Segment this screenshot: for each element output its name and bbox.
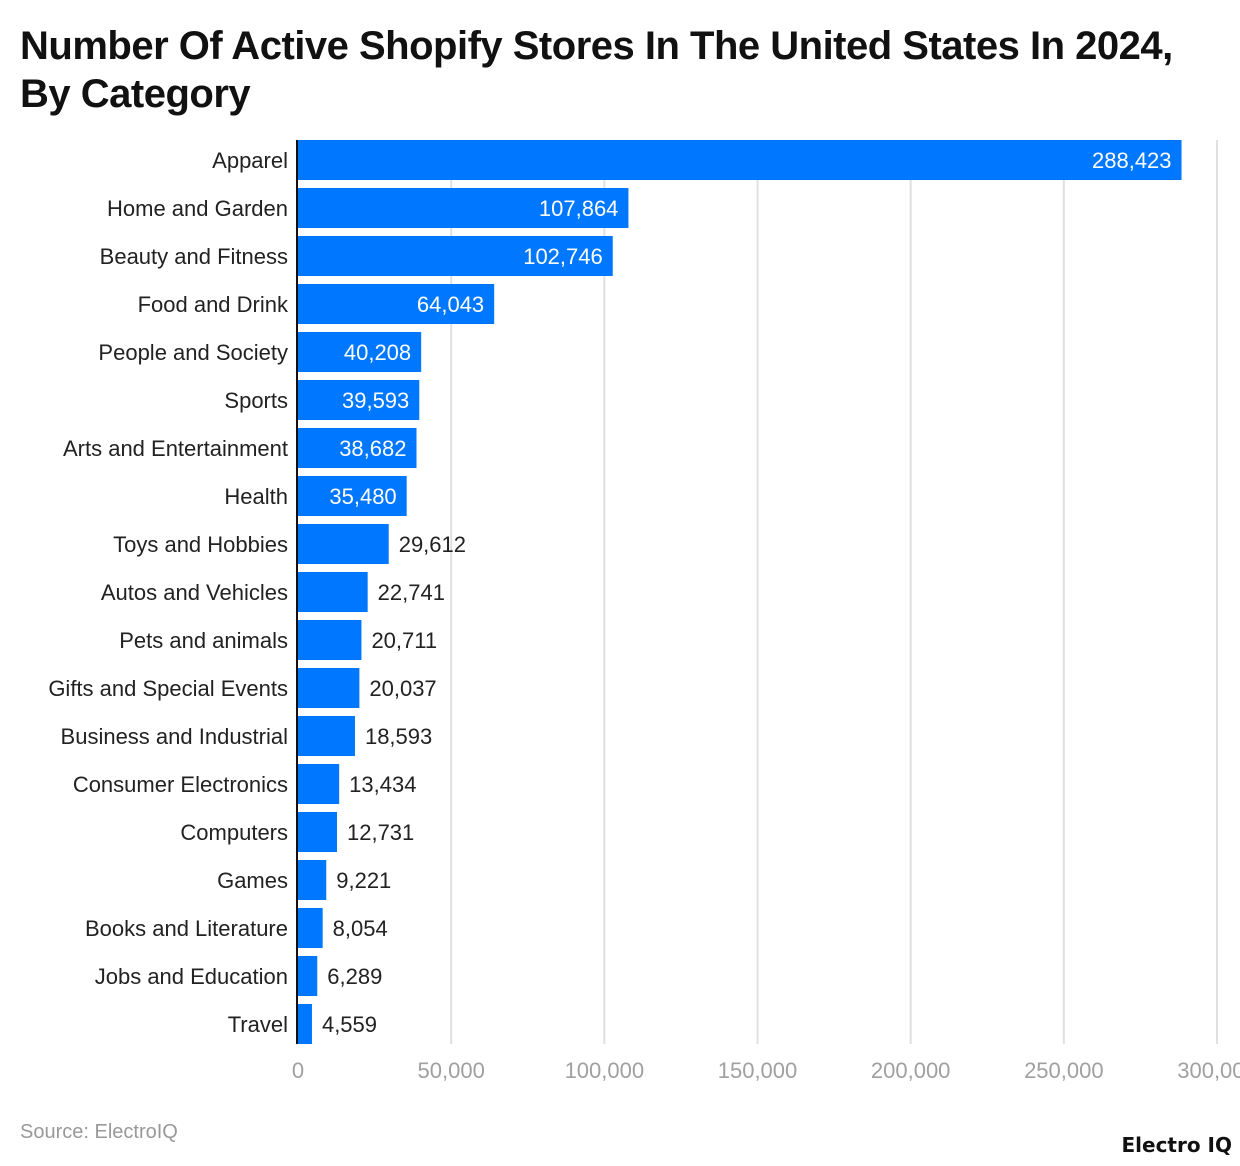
category-label: Pets and animals	[119, 628, 288, 653]
chart-title: Number Of Active Shopify Stores In The U…	[20, 24, 1173, 116]
value-label: 39,593	[342, 388, 409, 413]
category-label: Travel	[228, 1012, 288, 1037]
category-label: Food and Drink	[138, 292, 289, 317]
x-tick-label: 250,000	[1024, 1058, 1104, 1083]
category-label: Beauty and Fitness	[100, 244, 288, 269]
value-label: 20,711	[371, 628, 437, 653]
category-label: Gifts and Special Events	[48, 676, 288, 701]
value-label: 29,612	[399, 532, 466, 557]
value-label: 35,480	[329, 484, 396, 509]
bar	[298, 188, 629, 228]
value-label: 8,054	[333, 916, 388, 941]
bar	[298, 380, 420, 420]
category-label: Health	[224, 484, 288, 509]
category-label: Jobs and Education	[95, 964, 288, 989]
value-label: 9,221	[336, 868, 391, 893]
value-label: 38,682	[339, 436, 406, 461]
bar	[298, 860, 327, 900]
bar	[298, 524, 389, 564]
bar	[298, 716, 355, 756]
category-label: Consumer Electronics	[73, 772, 288, 797]
value-label: 20,037	[369, 676, 436, 701]
bar	[298, 284, 495, 324]
value-label: 107,864	[539, 196, 619, 221]
value-label: 6,289	[327, 964, 382, 989]
bar	[298, 668, 360, 708]
value-label: 12,731	[347, 820, 414, 845]
value-label: 13,434	[349, 772, 416, 797]
category-label: People and Society	[98, 340, 288, 365]
x-tick-label: 100,000	[565, 1058, 645, 1083]
value-label: 22,741	[378, 580, 445, 605]
category-label: Games	[217, 868, 288, 893]
electroiq-logo: Electro IQ	[1121, 1133, 1232, 1157]
category-label: Business and Industrial	[61, 724, 288, 749]
bar	[298, 572, 368, 612]
bar	[298, 1004, 312, 1044]
bar	[298, 764, 340, 804]
bar	[298, 476, 407, 516]
bar	[298, 428, 417, 468]
bar	[298, 812, 337, 852]
bar	[298, 908, 323, 948]
category-label: Toys and Hobbies	[113, 532, 288, 557]
x-tick-label: 0	[292, 1058, 304, 1083]
bar	[298, 332, 422, 372]
value-label: 40,208	[344, 340, 411, 365]
bar	[298, 956, 318, 996]
category-label: Autos and Vehicles	[101, 580, 288, 605]
bar	[298, 140, 1182, 180]
value-label: 64,043	[417, 292, 484, 317]
category-label: Sports	[224, 388, 288, 413]
category-label: Books and Literature	[85, 916, 288, 941]
value-label: 18,593	[365, 724, 432, 749]
source-note: Source: ElectroIQ	[20, 1121, 178, 1143]
value-label: 102,746	[523, 244, 603, 269]
x-tick-label: 150,000	[718, 1058, 798, 1083]
bar	[298, 236, 613, 276]
bar	[298, 620, 362, 660]
category-label: Arts and Entertainment	[63, 436, 288, 461]
x-tick-label: 200,000	[871, 1058, 951, 1083]
x-tick-label: 300,000	[1177, 1058, 1240, 1083]
category-label: Computers	[180, 820, 288, 845]
value-label: 288,423	[1092, 148, 1172, 173]
x-tick-label: 50,000	[418, 1058, 485, 1083]
category-label: Home and Garden	[107, 196, 288, 221]
value-label: 4,559	[322, 1012, 377, 1037]
category-label: Apparel	[212, 148, 288, 173]
